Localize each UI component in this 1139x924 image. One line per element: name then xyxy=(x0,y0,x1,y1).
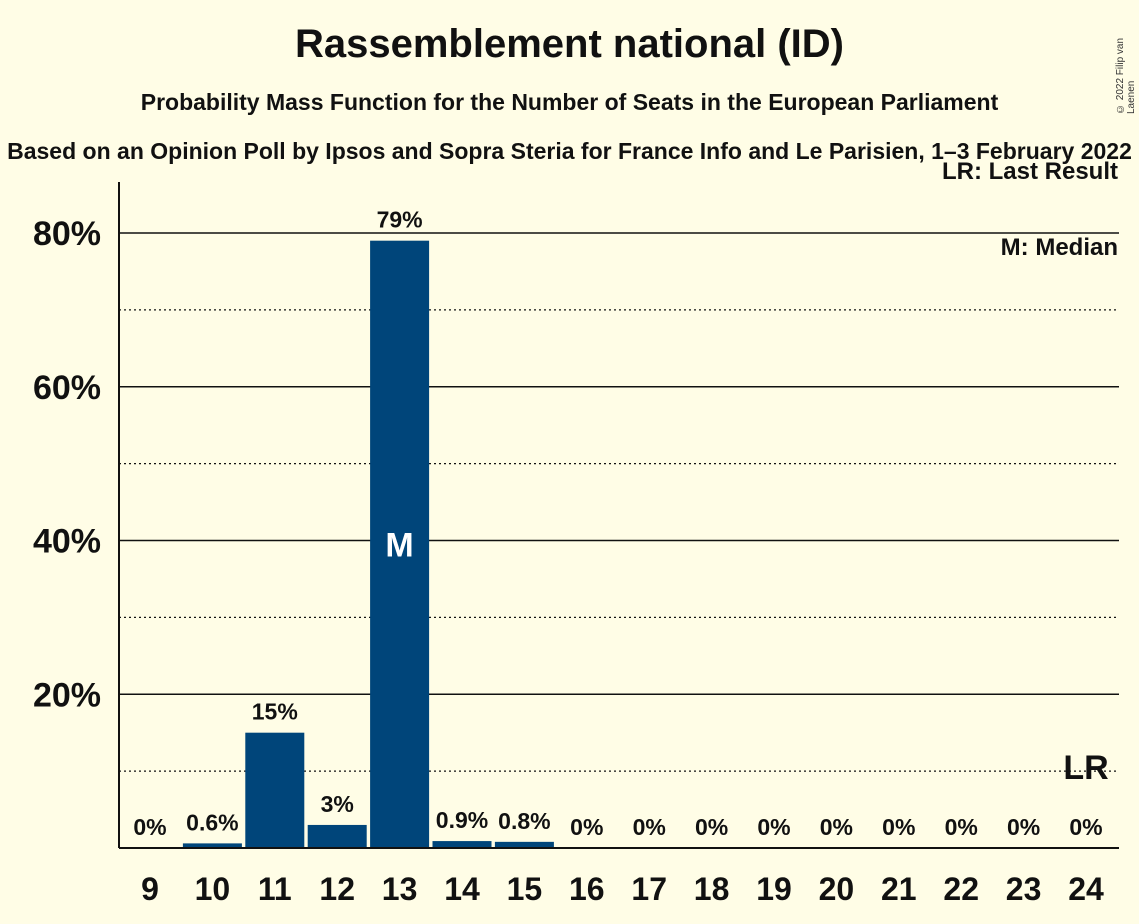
bar xyxy=(182,843,242,848)
bar xyxy=(494,841,554,848)
chart-title: Rassemblement national (ID) xyxy=(294,22,844,66)
x-tick-label: 22 xyxy=(943,871,979,907)
median-marker: M xyxy=(385,526,413,564)
x-tick-label: 21 xyxy=(881,871,917,907)
bar-value-label: 0% xyxy=(945,814,978,840)
bar-value-label: 15% xyxy=(252,699,298,725)
bar-value-label: 0% xyxy=(757,814,790,840)
bar-value-label: 0.6% xyxy=(186,809,238,835)
x-tick-label: 11 xyxy=(258,871,292,907)
x-tick-label: 15 xyxy=(507,871,543,907)
x-tick-label: 13 xyxy=(382,871,418,907)
x-tick-label: 19 xyxy=(756,871,792,907)
bar-value-label: 0% xyxy=(1007,814,1040,840)
y-tick-label: 60% xyxy=(33,369,101,407)
bar-value-label: 0.9% xyxy=(436,807,488,833)
bar-value-label: 0% xyxy=(882,814,915,840)
bar-value-label: 0% xyxy=(633,814,666,840)
bar xyxy=(307,824,367,848)
chart-source-note: Based on an Opinion Poll by Ipsos and So… xyxy=(7,138,1132,164)
bar-value-label: 3% xyxy=(321,791,354,817)
x-tick-label: 24 xyxy=(1068,871,1104,907)
bar-value-label: 0% xyxy=(695,814,728,840)
x-tick-label: 18 xyxy=(694,871,730,907)
y-tick-label: 40% xyxy=(33,523,101,561)
bar-value-label: 0% xyxy=(570,814,603,840)
legend-last-result: LR: Last Result xyxy=(941,158,1118,185)
bar-value-label: 0% xyxy=(820,814,853,840)
x-tick-label: 10 xyxy=(195,871,231,907)
x-tick-label: 12 xyxy=(319,871,355,907)
chart-subtitle: Probability Mass Function for the Number… xyxy=(140,89,999,115)
y-tick-label: 80% xyxy=(33,215,101,253)
legend-median: M: Median xyxy=(1000,234,1118,261)
x-tick-label: 20 xyxy=(819,871,855,907)
bar xyxy=(370,240,430,848)
x-tick-label: 16 xyxy=(569,871,605,907)
last-result-marker: LR xyxy=(1063,749,1108,787)
bar-value-label: 0.8% xyxy=(498,808,550,834)
x-tick-label: 17 xyxy=(631,871,667,907)
bar xyxy=(432,841,492,848)
y-tick-label: 20% xyxy=(33,676,101,714)
bar-value-label: 79% xyxy=(377,207,423,233)
bar-value-label: 0% xyxy=(133,814,166,840)
x-tick-label: 14 xyxy=(444,871,480,907)
x-tick-label: 9 xyxy=(141,871,159,907)
bar-value-label: 0% xyxy=(1069,814,1102,840)
bar xyxy=(245,732,305,848)
x-tick-label: 23 xyxy=(1006,871,1042,907)
